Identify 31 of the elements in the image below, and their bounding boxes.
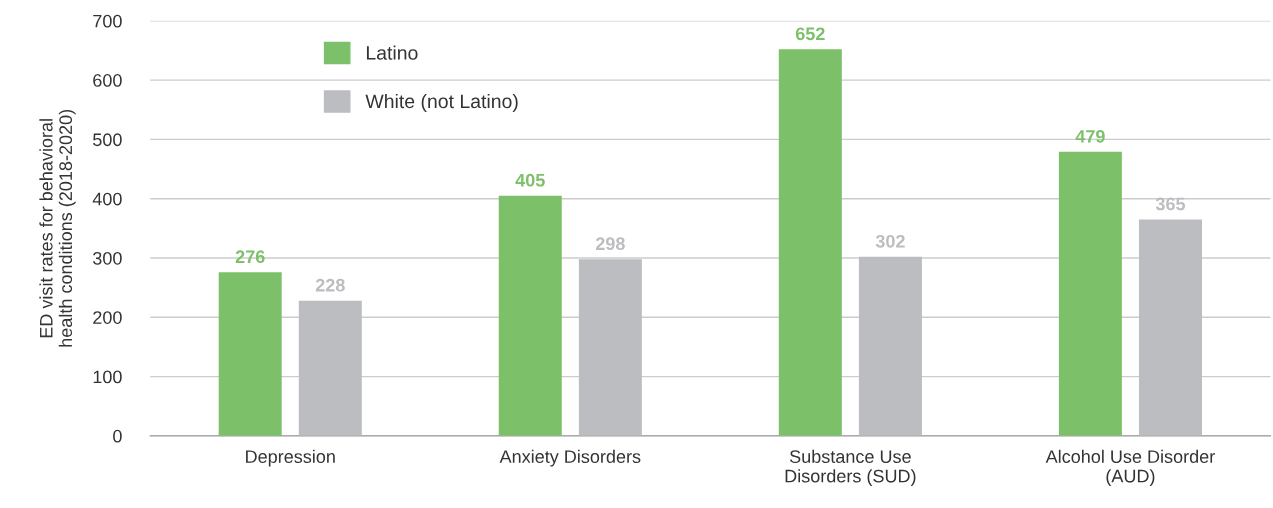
bar (1138, 219, 1202, 436)
y-tick-label: 0 (113, 429, 122, 443)
data-label: 276 (235, 250, 265, 264)
data-label: 298 (595, 237, 625, 251)
legend-label: Latino (366, 45, 418, 60)
bar (1058, 151, 1122, 436)
x-tick-label: Substance Use Disorders (SUD) (785, 449, 916, 487)
data-label: 652 (795, 27, 825, 41)
data-label: 228 (315, 278, 345, 292)
y-tick-label: 300 (93, 251, 122, 265)
x-tick-label: Anxiety Disorders (499, 449, 641, 467)
bar (498, 195, 562, 436)
y-tick-label: 500 (93, 133, 122, 147)
data-label: 479 (1075, 129, 1105, 143)
y-tick-label: 100 (93, 370, 122, 384)
y-tick-label: 600 (93, 74, 122, 87)
y-tick-label: 700 (93, 14, 122, 28)
bar (218, 272, 282, 436)
bar (578, 259, 642, 436)
y-axis-title: ED visit rates for behavioral health conditions (2018-2020) (39, 110, 76, 347)
y-tick-label: 400 (92, 192, 122, 206)
bar (778, 49, 842, 436)
data-label: 365 (1155, 197, 1186, 211)
data-label: 302 (875, 234, 905, 248)
data-label: 405 (515, 173, 545, 187)
x-tick-label: Depression (246, 449, 335, 467)
y-tick-label: 200 (93, 311, 122, 324)
bar (298, 300, 362, 436)
bar (858, 256, 922, 436)
legend-label: White (not Latino) (365, 93, 518, 113)
x-tick-label: Alcohol Use Disorder (AUD) (1045, 449, 1215, 487)
